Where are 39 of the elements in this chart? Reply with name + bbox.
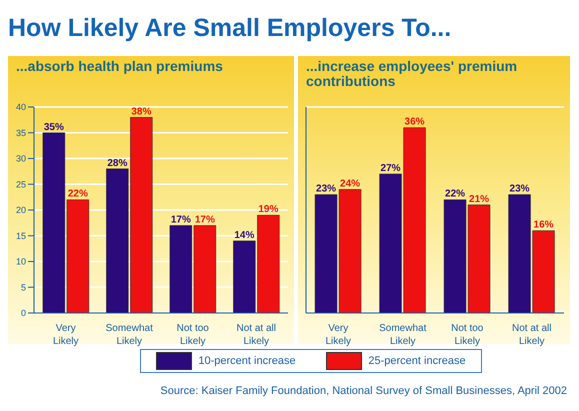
x-tick-label: Not too Likely xyxy=(176,323,210,347)
chart-subtitle: ...increase employees' premium contributions xyxy=(305,57,518,91)
data-label: 17% xyxy=(194,214,216,226)
data-label: 36% xyxy=(404,116,425,128)
chart-title: How Likely Are Small Employers To... xyxy=(8,14,452,43)
data-label: 19% xyxy=(258,204,279,216)
data-label: 27% xyxy=(380,162,401,174)
data-label: 24% xyxy=(340,178,360,190)
y-tick-label: 40 xyxy=(16,102,26,112)
x-tick-label: Somewhat Likely xyxy=(106,323,154,347)
y-tick-label: 15 xyxy=(16,230,26,241)
data-label: 14% xyxy=(234,230,255,241)
x-tick-label: Not at all Likely xyxy=(236,323,276,347)
data-label: 21% xyxy=(469,194,490,205)
data-label: 22% xyxy=(68,188,88,200)
data-label: 17% xyxy=(170,214,192,226)
legend-label: 10-percent increase xyxy=(197,354,296,369)
data-label: 28% xyxy=(107,158,128,169)
y-tick-label: 35 xyxy=(16,128,26,138)
data-label: 23% xyxy=(510,184,530,195)
data-label: 23% xyxy=(316,184,336,195)
data-label: 35% xyxy=(44,122,64,133)
y-tick-label: 20 xyxy=(16,205,26,216)
data-label: 38% xyxy=(131,106,152,118)
y-tick-label: 0 xyxy=(20,308,26,318)
data-label: 16% xyxy=(534,220,554,231)
y-tick-label: 10 xyxy=(16,256,26,267)
x-tick-label: Somewhat Likely xyxy=(379,323,427,347)
y-tick-label: 5 xyxy=(20,282,26,292)
source-note: Source: Kaiser Family Foundation, National Survey of Small Businesses, April 2002 xyxy=(160,385,567,397)
y-tick-label: 25 xyxy=(16,179,26,190)
x-tick-label: Not at all Likely xyxy=(512,323,552,347)
x-tick-label: Very Likely xyxy=(325,323,352,347)
x-tick-label: Not too Likely xyxy=(451,323,484,347)
y-tick-label: 30 xyxy=(16,154,26,164)
chart-subtitle: ...absorb health plan premiums xyxy=(15,57,224,76)
data-label: 22% xyxy=(445,188,466,200)
x-tick-label: Very Likely xyxy=(52,323,79,347)
legend-label: 25-percent increase xyxy=(367,354,466,369)
